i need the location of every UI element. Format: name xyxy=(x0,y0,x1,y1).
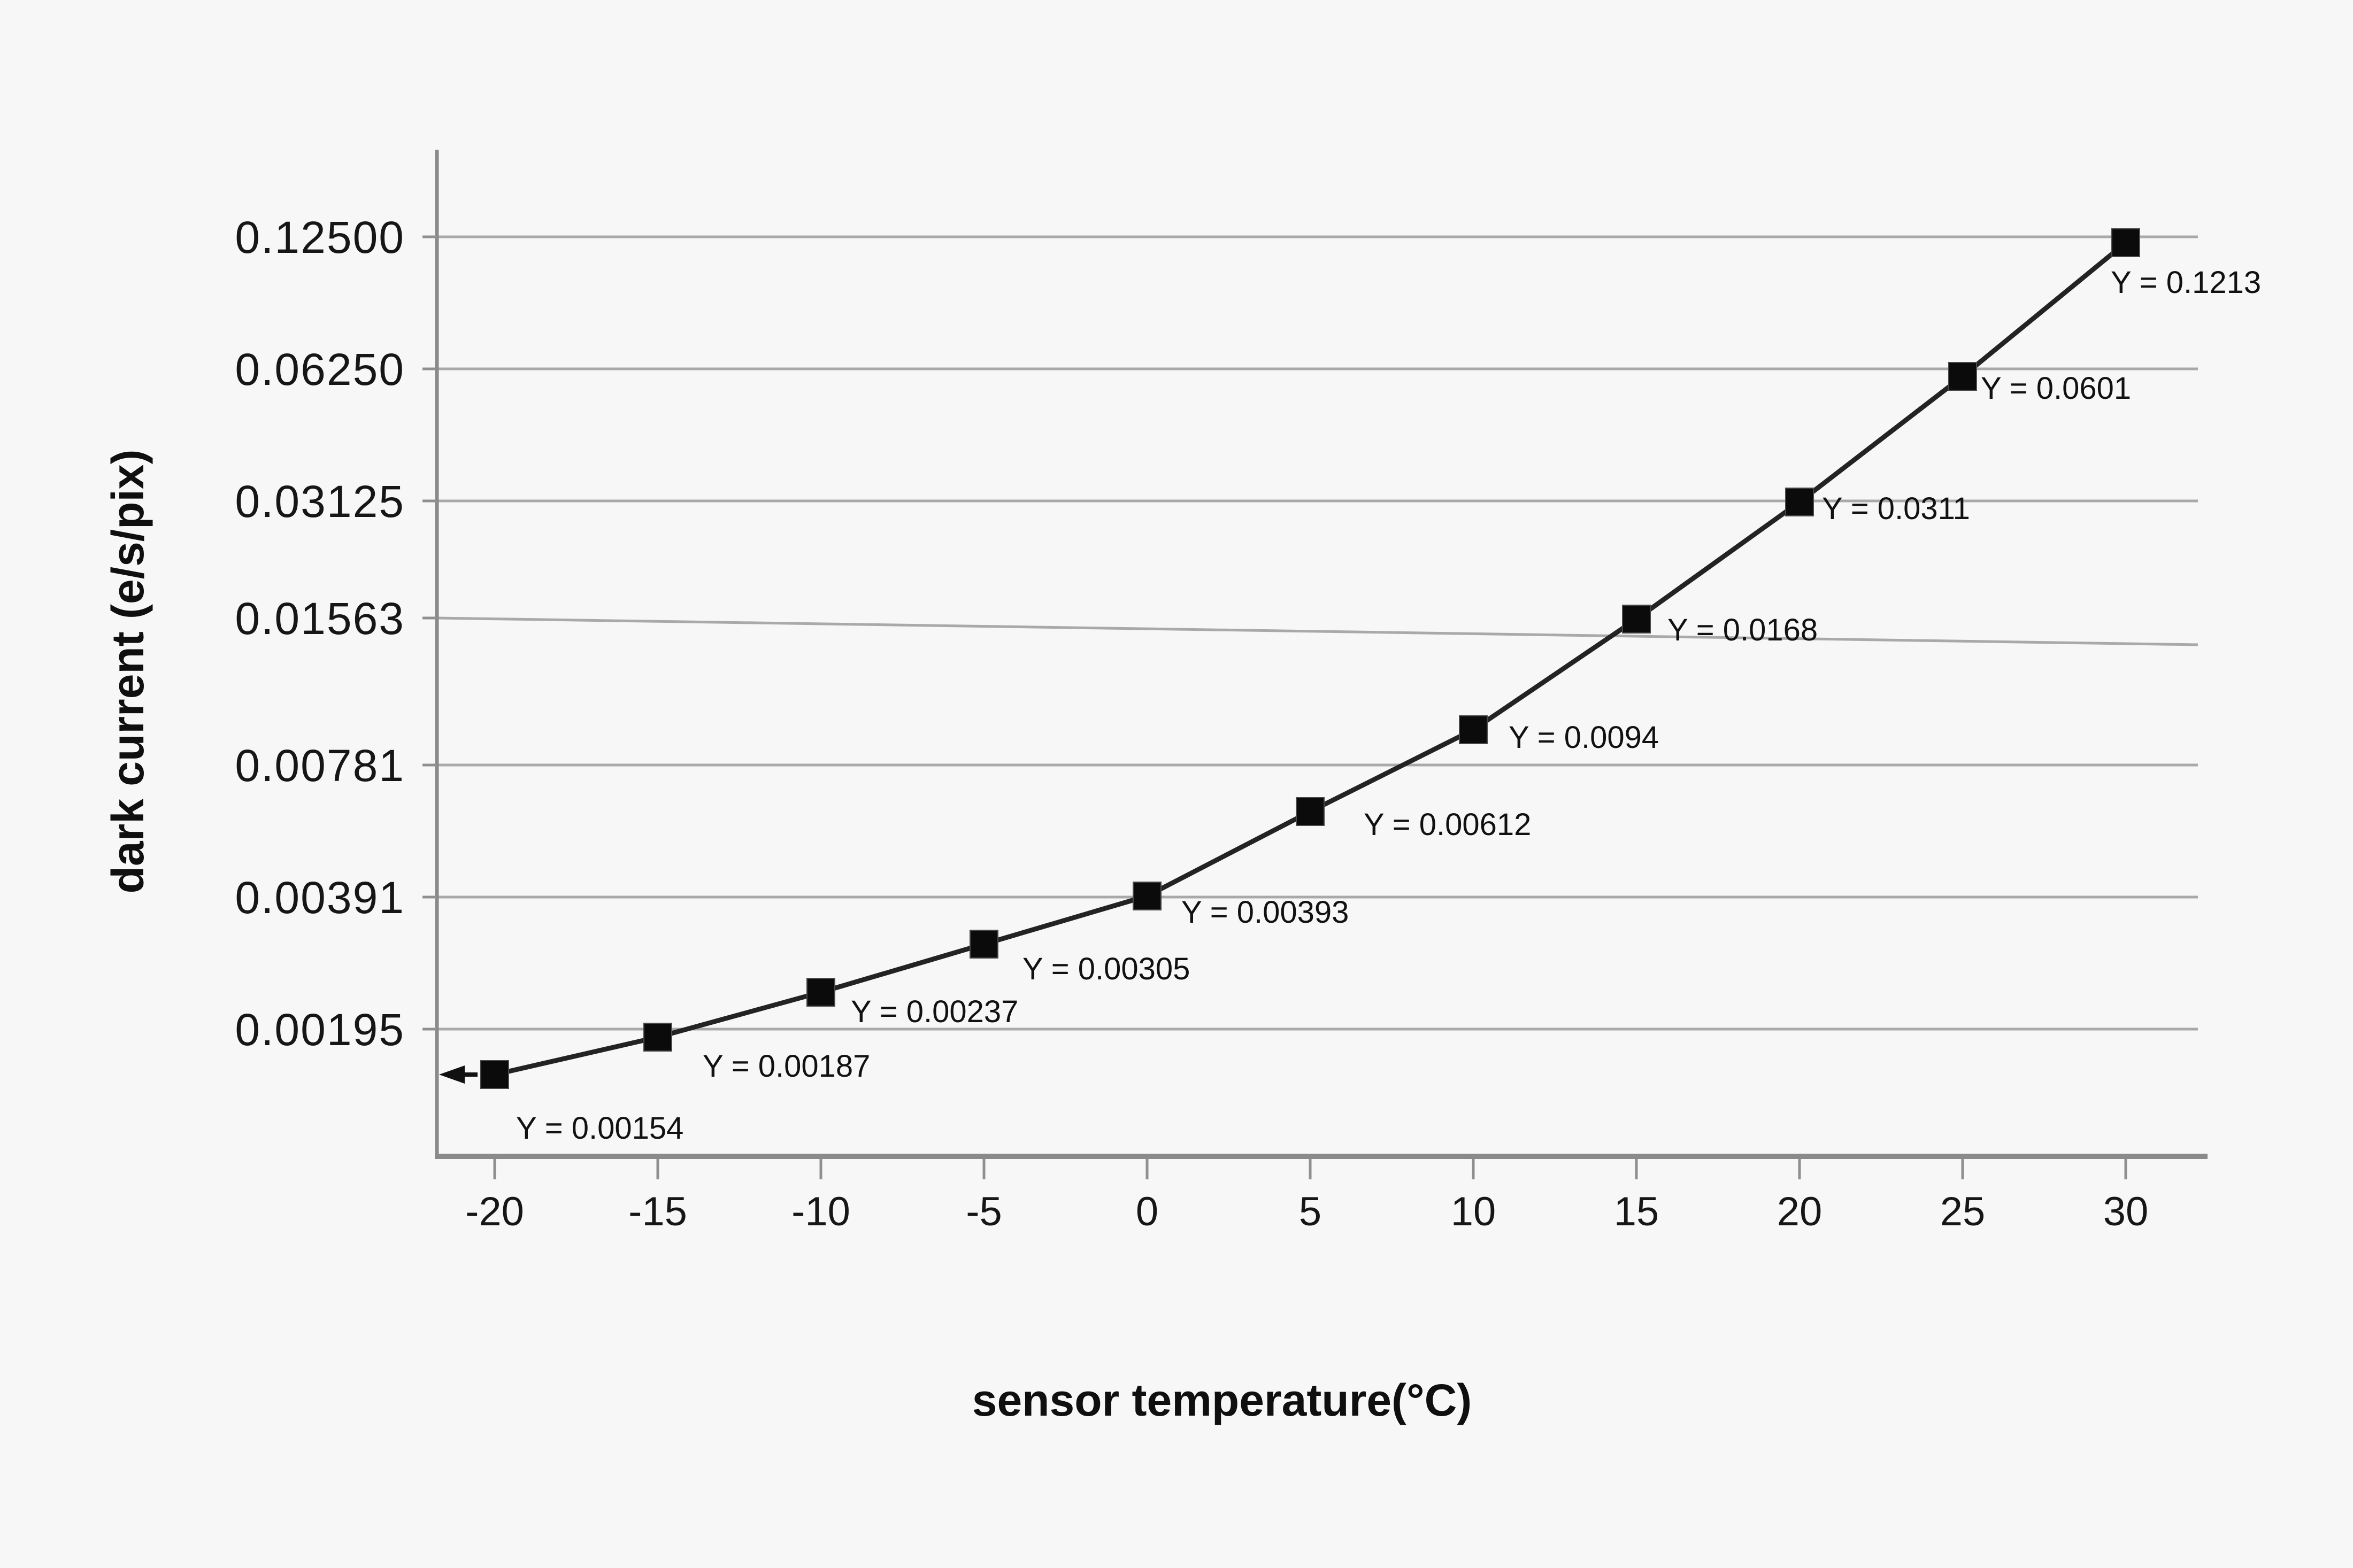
data-point-marker xyxy=(480,1060,509,1089)
y-gridline xyxy=(436,616,2198,646)
data-point-label: Y = 0.0601 xyxy=(1981,371,2131,406)
data-point-label: Y = 0.1213 xyxy=(2111,265,2261,300)
annotation-layer xyxy=(439,1065,478,1084)
y-tick-label: 0.00781 xyxy=(235,740,405,791)
x-tick-label: 20 xyxy=(1777,1189,1823,1234)
data-point-label: Y = 0.00237 xyxy=(851,994,1018,1029)
left-arrow-icon xyxy=(439,1065,465,1084)
data-point-marker xyxy=(1948,362,1977,391)
y-axis-title: dark current (e/s/pix) xyxy=(103,450,153,894)
x-axis-title: sensor temperature(°C) xyxy=(972,1375,1472,1425)
y-tick-label: 0.03125 xyxy=(235,476,405,527)
data-point-label: Y = 0.00187 xyxy=(703,1049,870,1084)
grid-layer xyxy=(436,235,2198,1031)
data-point-label: Y = 0.00305 xyxy=(1022,952,1190,986)
data-point-marker xyxy=(643,1023,672,1052)
data-point-marker xyxy=(1133,882,1162,910)
data-point-label: Y = 0.0094 xyxy=(1509,720,1659,755)
series-line xyxy=(494,241,2127,1077)
tick-layer: 0.12500 0.06250 0.03125 0.01563 0.00781 0.003… xyxy=(235,212,2148,1234)
y-tick-label: 0.00195 xyxy=(235,1005,405,1055)
data-point-marker xyxy=(2111,228,2140,257)
data-point-marker xyxy=(1459,715,1488,744)
data-point-label: Y = 0.00612 xyxy=(1364,807,1531,842)
data-point-label: Y = 0.00393 xyxy=(1181,895,1349,930)
x-tick-label: 25 xyxy=(1940,1189,1986,1234)
x-tick-label: -10 xyxy=(791,1189,850,1234)
data-point-label: Y = 0.00154 xyxy=(516,1111,683,1146)
x-tick-label: 10 xyxy=(1451,1189,1496,1234)
x-tick-label: -15 xyxy=(628,1189,687,1234)
x-tick-label: 5 xyxy=(1299,1189,1321,1234)
data-point-label: Y = 0.0168 xyxy=(1667,613,1818,647)
x-tick-label: -20 xyxy=(465,1189,524,1234)
y-tick-label: 0.00391 xyxy=(235,872,405,923)
data-point-marker xyxy=(1785,488,1814,516)
y-tick-label: 0.12500 xyxy=(235,212,405,262)
data-point-label: Y = 0.0311 xyxy=(1822,491,1970,526)
series-layer xyxy=(480,228,2140,1089)
data-point-marker xyxy=(1622,605,1651,634)
y-tick-label: 0.01563 xyxy=(235,593,405,644)
x-tick-label: 30 xyxy=(2103,1189,2149,1234)
x-tick-label: 0 xyxy=(1136,1189,1158,1234)
data-point-marker xyxy=(1296,797,1325,826)
y-tick-label: 0.06250 xyxy=(235,344,405,395)
x-tick-label: 15 xyxy=(1614,1189,1659,1234)
axis-layer xyxy=(435,150,2208,1159)
data-point-marker xyxy=(970,930,998,959)
x-tick-label: -5 xyxy=(966,1189,1002,1234)
data-point-marker xyxy=(806,978,835,1007)
